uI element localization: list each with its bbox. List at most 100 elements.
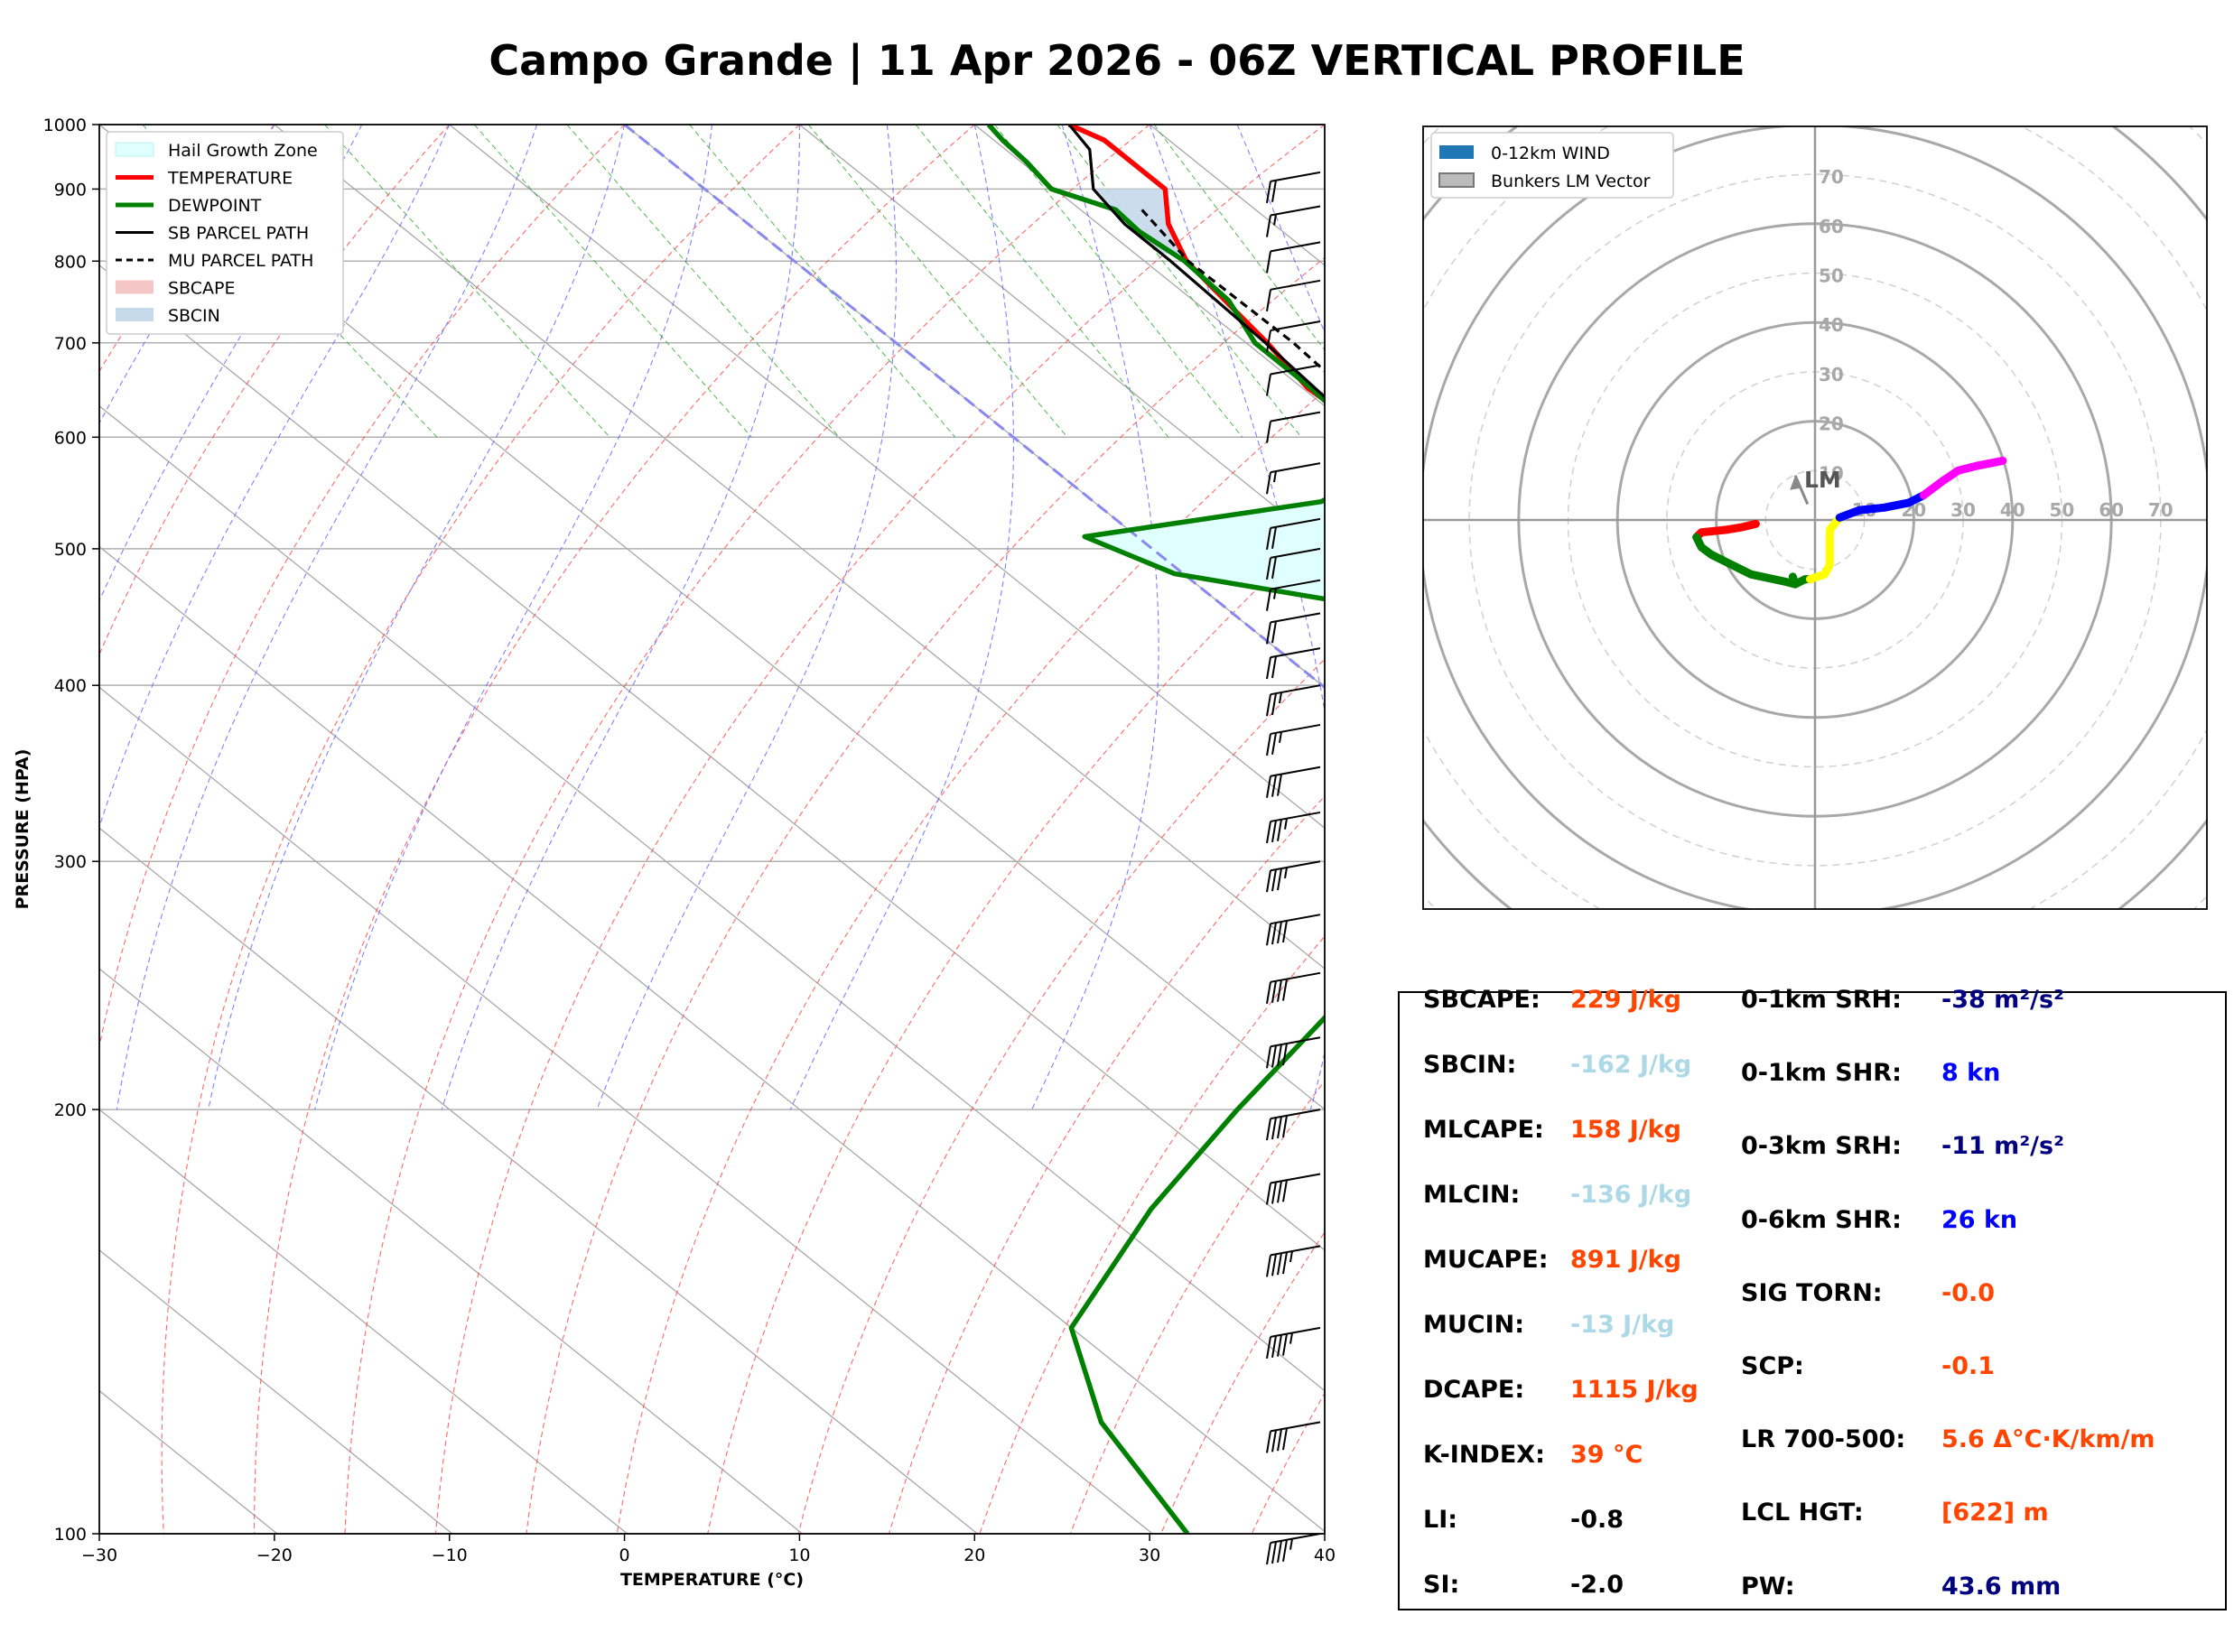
dry-adiabat xyxy=(979,935,1325,1534)
param-label: SBCIN: xyxy=(1423,1051,1517,1079)
wind-barb xyxy=(1266,320,1321,353)
wind-barb-flag xyxy=(1266,821,1271,844)
legend-label: SB PARCEL PATH xyxy=(168,224,309,244)
hodo-legend-label: 0-12km WIND xyxy=(1491,144,1610,163)
x-tick-label: 40 xyxy=(1314,1545,1336,1565)
wind-barb-flag xyxy=(1282,1180,1288,1202)
x-tick-label: 20 xyxy=(963,1545,985,1565)
wind-barb xyxy=(1266,971,1321,1004)
y-tick-label: 800 xyxy=(54,252,87,272)
legend-swatch xyxy=(116,308,154,321)
param-label: SCP: xyxy=(1741,1352,1804,1380)
y-axis-label: PRESSURE (HPA) xyxy=(13,749,33,910)
wind-barb-flag xyxy=(1266,471,1271,495)
wind-barb-flag xyxy=(1271,655,1277,679)
wind-barb-flag xyxy=(1282,920,1288,943)
dry-adiabat xyxy=(616,390,1325,1534)
isotherm-line xyxy=(99,125,1325,1110)
x-axis-label: TEMPERATURE (°C) xyxy=(620,1570,804,1590)
dry-adiabat xyxy=(99,125,451,656)
param-label: LI: xyxy=(1423,1506,1458,1534)
wind-barb xyxy=(1266,279,1321,311)
wind-barb-flag xyxy=(1266,1183,1271,1205)
wind-barb xyxy=(1266,241,1321,274)
y-tick-label: 500 xyxy=(54,540,87,560)
wind-barb-shaft xyxy=(1270,462,1321,474)
plot-area xyxy=(99,125,1325,1534)
wind-barb-shaft xyxy=(1270,171,1321,182)
legend-label: TEMPERATURE xyxy=(167,169,293,189)
wind-barb-flag xyxy=(1271,820,1277,843)
mixing-ratio-line xyxy=(473,125,752,438)
legend-label: MU PARCEL PATH xyxy=(168,251,313,271)
hodo-ring-label-y: 30 xyxy=(1819,364,1844,385)
dry-adiabat xyxy=(99,125,275,373)
wind-barb xyxy=(1266,914,1321,946)
y-tick-label: 600 xyxy=(54,428,87,448)
wind-barb-flag xyxy=(1271,922,1277,945)
mixing-ratio-line xyxy=(566,125,840,438)
wind-barb xyxy=(1266,171,1321,204)
wind-barb-flag xyxy=(1266,181,1271,204)
y-tick-label: 1000 xyxy=(43,116,87,135)
wind-barb xyxy=(1266,579,1321,611)
hail-growth-zone xyxy=(1087,499,1325,600)
wind-barb-flag xyxy=(1271,732,1277,756)
hodo-trace-segment xyxy=(1919,456,2007,500)
wind-barb xyxy=(1266,1533,1321,1565)
moist-adiabat xyxy=(1149,125,1325,1110)
wind-barb-shaft xyxy=(1270,1326,1321,1338)
lm-vector xyxy=(1793,475,1810,506)
wind-barb xyxy=(1266,647,1321,680)
x-tick-label: 0 xyxy=(619,1545,630,1565)
param-value: 5.6 Δ°C·K/km/m xyxy=(1941,1425,2155,1454)
y-tick-label: 700 xyxy=(54,334,87,354)
wind-barb-flag xyxy=(1277,1044,1282,1067)
profile-sb-parcel-path xyxy=(1067,125,1325,399)
profile-mu-parcel-path xyxy=(1140,209,1325,374)
wind-barb-half xyxy=(1273,588,1277,599)
wind-barb xyxy=(1266,1109,1321,1141)
lm-arrowhead xyxy=(1790,475,1801,490)
wind-barb-flag xyxy=(1266,733,1271,756)
hodo-legend-swatch xyxy=(1438,172,1475,188)
isotherm-line xyxy=(274,125,1325,970)
wind-barb-flag xyxy=(1271,980,1277,1003)
wind-barb-flag xyxy=(1266,1255,1271,1277)
param-label: LR 700-500: xyxy=(1741,1425,1906,1454)
param-label: SIG TORN: xyxy=(1741,1278,1883,1307)
legend-label: SBCIN xyxy=(168,306,220,326)
wind-barb-shaft xyxy=(1270,1109,1321,1120)
hodo-ring-dashed xyxy=(1423,126,2207,909)
moist-adiabat xyxy=(1031,125,1159,1110)
param-value: -0.1 xyxy=(1941,1352,1996,1380)
wind-barb-flag xyxy=(1271,526,1277,549)
wind-barb-flag xyxy=(1277,979,1282,1002)
wind-barb xyxy=(1266,205,1321,237)
wind-barb-flag xyxy=(1266,421,1271,443)
dry-adiabat xyxy=(254,125,975,1534)
wind-barb-half xyxy=(1289,1332,1293,1344)
legend-label: DEWPOINT xyxy=(168,196,262,216)
hodo-ring-label-y: 50 xyxy=(1819,265,1844,287)
param-label: K-INDEX: xyxy=(1423,1441,1545,1469)
wind-barb-flag xyxy=(1266,374,1271,396)
wind-barb xyxy=(1266,462,1321,495)
wind-barb xyxy=(1266,860,1321,893)
wind-barb-flag xyxy=(1271,1430,1277,1452)
param-label: MLCIN: xyxy=(1423,1181,1521,1209)
parameters-panel: SBCAPE: 229 J/kg SBCIN: -162 J/kg MLCAPE: 158… xyxy=(1398,986,2227,1610)
wind-barb xyxy=(1266,684,1321,717)
wind-barb-half xyxy=(1273,214,1277,226)
wind-barb-flag xyxy=(1266,656,1271,680)
dry-adiabat xyxy=(797,658,1325,1534)
wind-barb-flag xyxy=(1266,1046,1271,1069)
wind-barb xyxy=(1266,547,1321,580)
hodo-ring-label-y: 60 xyxy=(1819,216,1844,237)
x-tick-label: −30 xyxy=(81,1545,117,1565)
param-label: DCAPE: xyxy=(1423,1376,1525,1404)
wind-barb-shaft xyxy=(1270,1173,1321,1184)
wind-barb-shaft xyxy=(1270,364,1321,376)
wind-barb xyxy=(1266,364,1321,396)
